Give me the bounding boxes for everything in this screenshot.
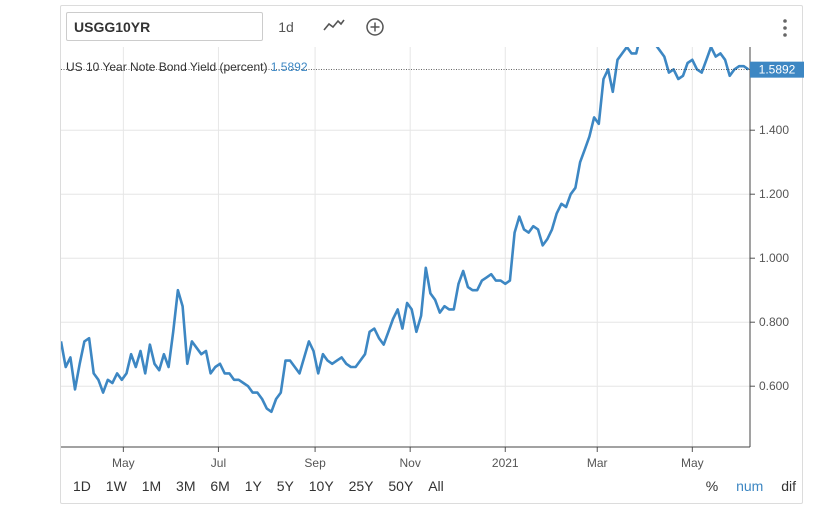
y-tick-label: 0.800 (759, 315, 789, 329)
range-button-6m[interactable]: 6M (210, 478, 230, 494)
x-tick-label: May (112, 456, 135, 470)
chart-title-text: US 10 Year Note Bond Yield (percent) (66, 60, 271, 74)
x-tick-label: May (681, 456, 704, 470)
y-tick-label: 1.200 (759, 187, 789, 201)
range-button-5y[interactable]: 5Y (276, 478, 294, 494)
mode-num-button[interactable]: num (736, 478, 764, 494)
chart-widget: 0.600 0.800 1.000 1.200 1.400 May Jul Sep Nov 202… (60, 5, 804, 505)
range-button-1w[interactable]: 1W (105, 478, 127, 494)
x-tick-label: Nov (400, 456, 421, 470)
range-button-10y[interactable]: 10Y (308, 478, 334, 494)
range-button-3m[interactable]: 3M (176, 478, 196, 494)
y-tick-label: 1.400 (759, 123, 789, 137)
x-tick-label: Sep (304, 456, 326, 470)
display-mode-selector: % num dif (692, 478, 796, 494)
series-line (61, 47, 750, 414)
x-tick-label: 2021 (492, 456, 519, 470)
range-button-50y[interactable]: 50Y (388, 478, 414, 494)
mode-percent-button[interactable]: % (705, 478, 719, 494)
last-value-tag (750, 61, 804, 78)
chart-title-value: 1.5892 (271, 60, 308, 74)
chart-toolbar: 1d (61, 6, 802, 48)
line-chart-icon[interactable] (319, 14, 349, 40)
range-selector: 1D 1W 1M 3M 6M 1Y 5Y 10Y 25Y 50Y All (73, 478, 455, 498)
x-tick-label: Jul (211, 456, 226, 470)
price-chart[interactable]: 0.600 0.800 1.000 1.200 1.400 May Jul Sep Nov 202… (61, 6, 804, 505)
last-value-tag-label: 1.5892 (759, 63, 796, 77)
vertical-dots-icon[interactable] (775, 14, 795, 40)
y-tick-label: 1.000 (759, 251, 789, 265)
range-button-1y[interactable]: 1Y (244, 478, 262, 494)
x-tick-label: Mar (587, 456, 608, 470)
mode-dif-button[interactable]: dif (781, 478, 796, 494)
interval-selector[interactable]: 1d (278, 19, 294, 35)
chart-title: US 10 Year Note Bond Yield (percent) 1.5… (66, 60, 308, 74)
add-circle-icon[interactable] (364, 14, 386, 40)
range-button-all[interactable]: All (428, 478, 444, 494)
range-button-1m[interactable]: 1M (141, 478, 162, 494)
range-button-1d[interactable]: 1D (73, 478, 91, 494)
y-tick-label: 0.600 (759, 379, 789, 393)
symbol-input[interactable] (66, 12, 263, 41)
range-button-25y[interactable]: 25Y (348, 478, 374, 494)
